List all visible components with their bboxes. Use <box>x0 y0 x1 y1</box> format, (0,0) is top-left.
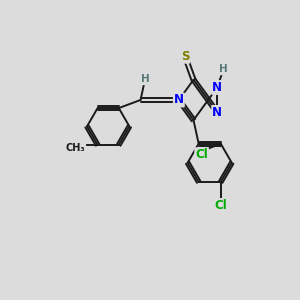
Text: H: H <box>141 74 149 84</box>
Text: S: S <box>181 50 189 63</box>
Text: N: N <box>174 93 184 106</box>
Text: Cl: Cl <box>214 199 227 212</box>
Text: Cl: Cl <box>195 148 208 161</box>
Text: N: N <box>212 81 222 94</box>
Text: H: H <box>219 64 228 74</box>
Text: N: N <box>212 106 222 119</box>
Text: CH₃: CH₃ <box>66 143 85 153</box>
